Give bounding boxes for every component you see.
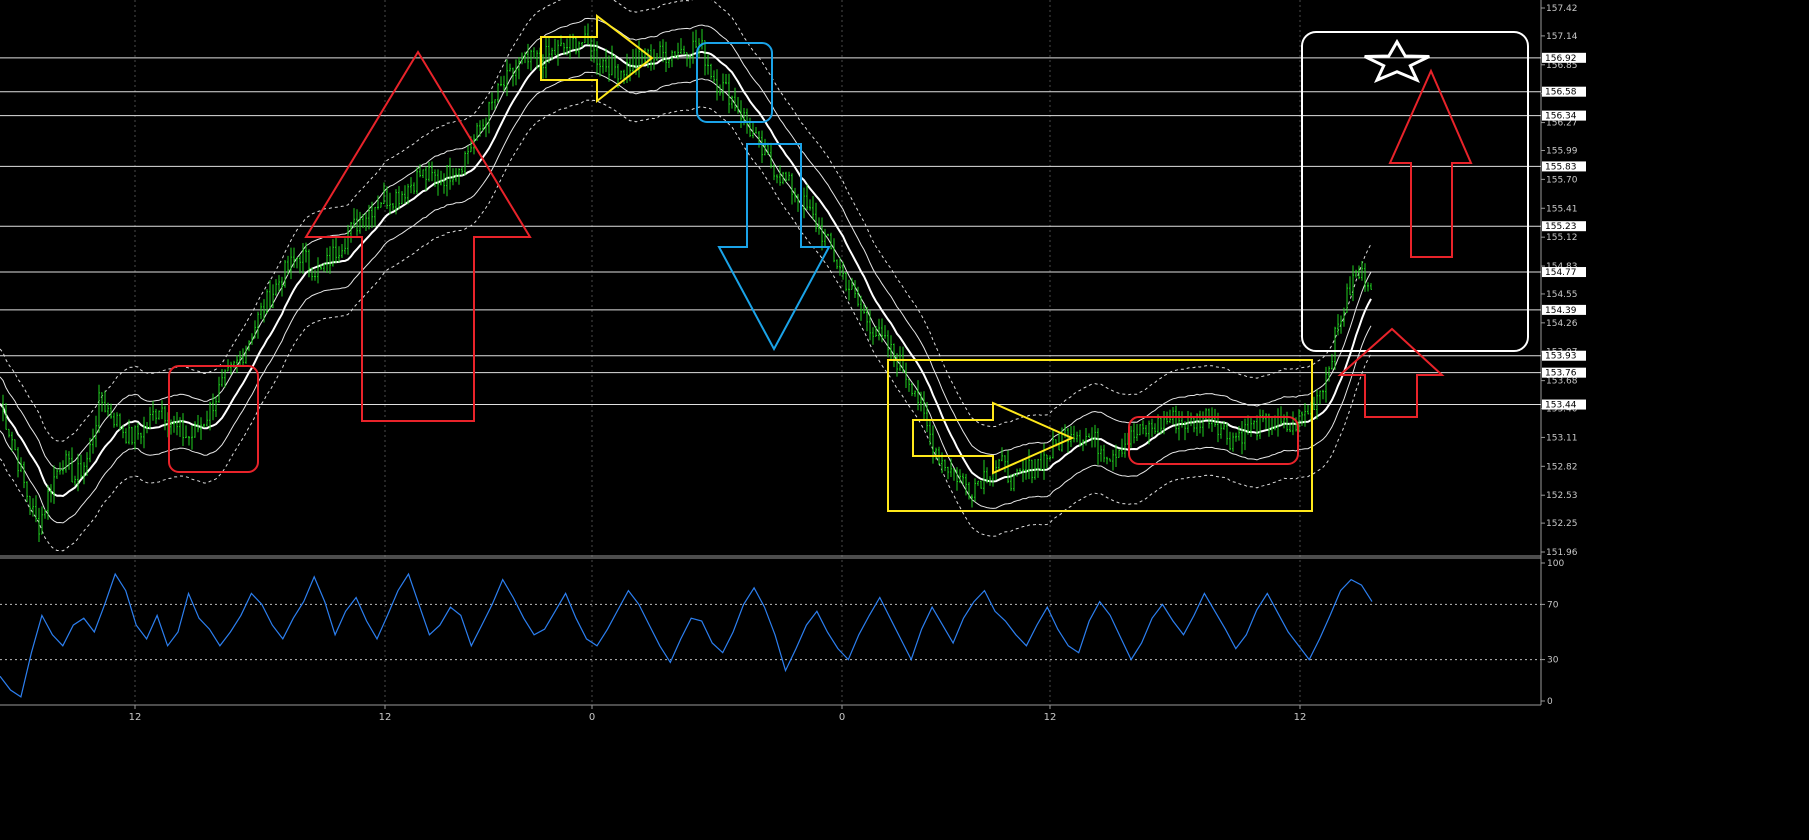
- price-tick-label: 155.12: [1546, 233, 1578, 243]
- price-tick-label: 156.85: [1546, 61, 1578, 71]
- right-arrow-top: [540, 13, 654, 104]
- level-price-label: 153.93: [1545, 352, 1577, 362]
- price-tick-label: 157.42: [1546, 4, 1578, 14]
- level-price-tag: [1542, 221, 1586, 232]
- price-tick-label: 151.96: [1546, 548, 1578, 558]
- level-price-tag: [1542, 86, 1586, 97]
- price-axis: 157.42157.14156.85156.56156.27155.99155.…: [1541, 4, 1586, 707]
- inner-lower-band: [0, 71, 1372, 524]
- squeeze-box: [1128, 416, 1299, 465]
- oscillator-tick-label: 70: [1547, 600, 1559, 610]
- level-price-label: 156.92: [1545, 54, 1577, 64]
- price-tick-label: 153.68: [1546, 377, 1578, 387]
- time-tick-label: 12: [129, 712, 142, 723]
- right-arrow-range: [912, 401, 1075, 475]
- level-price-label: 153.76: [1545, 369, 1577, 379]
- level-price-tag: [1542, 350, 1586, 361]
- breakout-box: [168, 365, 259, 473]
- level-price-tag: [1542, 52, 1586, 63]
- level-price-tag: [1542, 399, 1586, 410]
- oscillator-tick-label: 0: [1547, 697, 1553, 707]
- oscillator-panel: [0, 572, 1373, 698]
- up-arrow-breakout: [1337, 327, 1445, 418]
- price-bar-series: [2, 23, 1372, 542]
- price-tick-label: 157.14: [1546, 32, 1578, 42]
- price-tick-label: 152.25: [1546, 519, 1578, 529]
- reversal-box: [696, 42, 773, 123]
- price-tick-label: 154.55: [1546, 290, 1578, 300]
- target-star: [1364, 38, 1430, 83]
- price-tick-label: 155.41: [1546, 204, 1578, 214]
- time-tick-label: 12: [1294, 712, 1307, 723]
- price-bars: [2, 23, 1372, 542]
- oscillator-line: [0, 572, 1373, 698]
- consolidation-box: [887, 359, 1313, 512]
- envelope-bands: [0, 0, 1372, 552]
- oscillator-tick-label: 100: [1547, 559, 1564, 569]
- level-price-tag: [1542, 161, 1586, 172]
- down-arrow: [717, 143, 831, 352]
- time-tick-label: 12: [379, 712, 392, 723]
- level-price-tag: [1542, 367, 1586, 378]
- oscillator-tick-label: 30: [1547, 656, 1559, 666]
- price-tick-label: 156.27: [1546, 119, 1578, 129]
- price-tick-label: 152.82: [1546, 462, 1578, 472]
- level-price-label: 154.39: [1545, 306, 1577, 316]
- inner-upper-band: [0, 17, 1372, 470]
- price-tick-label: 155.70: [1546, 175, 1578, 185]
- level-price-label: 155.83: [1545, 162, 1577, 172]
- up-arrow-target: [1388, 68, 1473, 258]
- big-up-arrow: [304, 50, 532, 422]
- annotation-layer: [168, 13, 1529, 512]
- level-price-label: 153.44: [1545, 401, 1577, 411]
- time-tick-label: 0: [839, 712, 845, 723]
- level-price-label: 155.23: [1545, 222, 1577, 232]
- level-price-tag: [1542, 110, 1586, 121]
- price-tick-label: 155.99: [1546, 147, 1578, 157]
- level-price-tag: [1542, 267, 1586, 278]
- price-tick-label: 152.53: [1546, 491, 1578, 501]
- time-axis: 12 12 0 0 12 12: [129, 705, 1307, 723]
- price-tick-label: 154.26: [1546, 319, 1578, 329]
- level-price-label: 156.34: [1545, 112, 1577, 122]
- price-tick-label: 153.11: [1546, 433, 1578, 443]
- time-tick-label: 12: [1044, 712, 1057, 723]
- moving-average-line: [0, 44, 1372, 498]
- level-price-label: 154.77: [1545, 268, 1577, 278]
- time-tick-label: 0: [589, 712, 595, 723]
- level-price-tag: [1542, 304, 1586, 315]
- level-price-label: 156.58: [1545, 88, 1577, 98]
